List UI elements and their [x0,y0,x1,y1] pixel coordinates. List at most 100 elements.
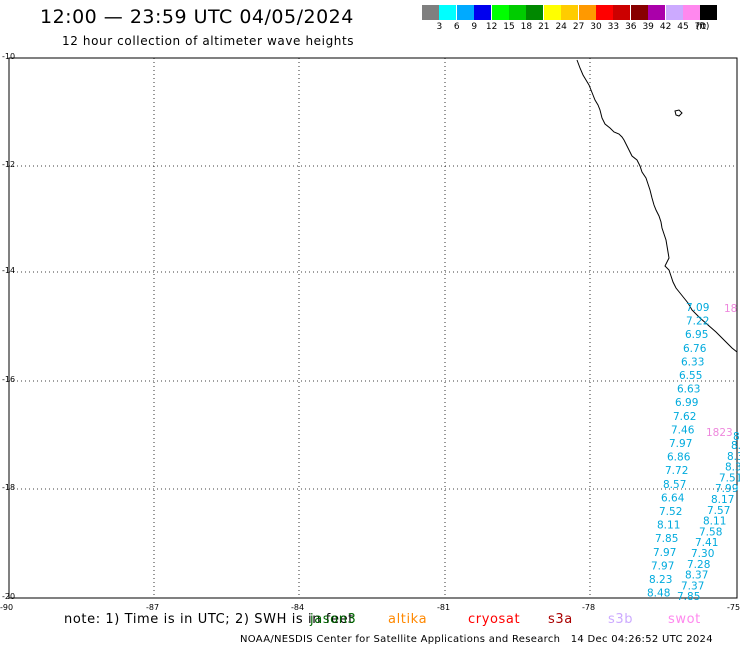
wave-height-value: 7.09 [686,302,709,314]
colorbar-swatch [439,5,457,20]
colorbar-label: 30 [590,22,602,32]
colorbar-label: 36 [625,22,637,32]
wave-height-value: 6.64 [661,492,685,504]
swot-value: 18 [724,303,737,315]
island [674,109,683,117]
longitude-tick-label: -75 [727,603,740,612]
wave-height-value: 7.52 [659,506,682,518]
wave-height-value: 8.3 [725,462,740,474]
wave-height-value: 8.11 [657,520,680,532]
colorbar-label: 27 [572,22,585,32]
colorbar-label: 18 [520,22,533,32]
colorbar-label: 21 [538,22,550,32]
wave-height-value: 7.97 [651,560,674,572]
colorbar-label: 42 [659,22,672,32]
wave-height-value: 7.22 [686,316,709,328]
colorbar-swatch [578,5,596,20]
wave-height-value: 7.41 [695,537,718,549]
colorbar-label: 15 [503,22,515,32]
colorbar-swatch [422,5,439,20]
colorbar-swatch [456,5,474,20]
colorbar-swatch [526,5,544,20]
colorbar-swatch [491,5,509,20]
wave-height-value: 8.23 [649,574,672,586]
wave-height-value: 6.76 [683,343,707,355]
wave-height-value: 7.72 [665,465,688,477]
colorbar-label: 12 [485,22,498,32]
swot-value: 1823 [706,427,733,439]
credit-text: NOAA/NESDIS Center for Satellite Applica… [240,634,561,645]
wave-height-value: 8.3 [727,451,740,463]
colorbar-swatch [543,5,561,20]
map-gridlines [9,58,737,598]
satellite-legend-altika: altika [388,612,428,627]
wave-height-value: 7.37 [681,580,704,592]
wave-height-value: 6.33 [681,356,704,368]
satellite-legend-s3b: s3b [608,612,634,627]
wave-height-value: 8.37 [685,570,708,582]
colorbar-label: 45 [677,22,689,32]
colorbar-swatch [561,5,579,20]
note-text: note: 1) Time is in UTC; 2) SWH is in fe… [64,612,354,627]
wave-height-value: 7.28 [687,559,710,571]
wave-height-value: 6.63 [677,384,700,396]
wave-height-value: 8.17 [711,494,734,506]
latitude-tick-label: -16 [2,375,16,384]
timestamp-text: 14 Dec 04:26:52 UTC 2024 [570,634,713,645]
wave-height-value: 7.99 [715,483,738,495]
colorbar-label: 70 [694,22,707,32]
map-frame [8,57,738,599]
satellite-legend-jason3: jason3 [310,612,357,627]
colorbar-swatch [509,5,526,20]
wave-height-value: 7.85 [655,533,678,545]
wave-height-value: 7.97 [653,547,676,559]
colorbar-swatch [700,5,718,20]
wave-height-value: 8.11 [703,516,726,528]
latitude-tick-label: -18 [2,483,16,492]
satellite-legend-cryosat: cryosat [468,612,521,627]
colorbar-label: 6 [453,22,460,32]
satellite-legend-s3a: s3a [548,612,573,627]
wave-height-value: 7.57 [707,505,730,517]
latitude-tick-label: -10 [2,52,16,61]
map-subtitle: 12 hour collection of altimeter wave hei… [62,34,355,48]
wave-height-values: 7.09 7.226.95 6.766.33 6.55 6.636.99 7.627.46… [647,302,740,603]
footer-credit: NOAA/NESDIS Center for Satellite Applica… [240,634,713,645]
satellite-legend-swot: swot [668,612,701,627]
wave-height-value: 8.48 [647,588,670,600]
colorbar-label: 9 [471,22,478,32]
latitude-tick-label: -20 [2,592,16,601]
colorbar-swatch [683,5,700,20]
colorbar-swatch [474,5,492,20]
colorbar-label: 24 [555,22,567,32]
wave-height-value: 8.57 [663,479,686,491]
wave-height-value: 7.85 [677,591,700,603]
wave-height-value: 6.86 [667,452,691,464]
longitude-tick-label: -87 [146,603,160,612]
wave-height-value: 6.55 [679,370,702,382]
colorbar-label: 39 [642,22,654,32]
wave-height-value: 7.58 [699,526,722,538]
latitude-tick-label: -12 [2,160,16,169]
wave-height-value: 7.46 [671,424,695,436]
wave-height-value: 7.62 [673,411,696,423]
colorbar-label: 3 [436,22,443,32]
colorbar-swatch [596,5,613,20]
map-title: 12:00 — 23:59 UTC 04/05/2024 [40,6,354,28]
colorbar-unit: (ft) [695,22,710,32]
longitude-tick-label: -81 [437,603,451,612]
wave-height-value: 8 [733,431,740,443]
wave-height-value: 7.51 [719,472,740,484]
latitude-tick-label: -14 [2,266,16,275]
coastline [576,59,738,353]
colorbar-swatch [613,5,631,20]
longitude-tick-label: -78 [582,603,596,612]
longitude-tick-label: -90 [0,603,14,612]
wave-height-value: 8.3 [731,440,740,452]
colorbar-swatch [648,5,666,20]
colorbar-swatch [630,5,648,20]
colorbar-label: 33 [607,22,620,32]
wave-height-value: 7.97 [669,438,692,450]
wave-height-value: 7.30 [691,548,714,560]
